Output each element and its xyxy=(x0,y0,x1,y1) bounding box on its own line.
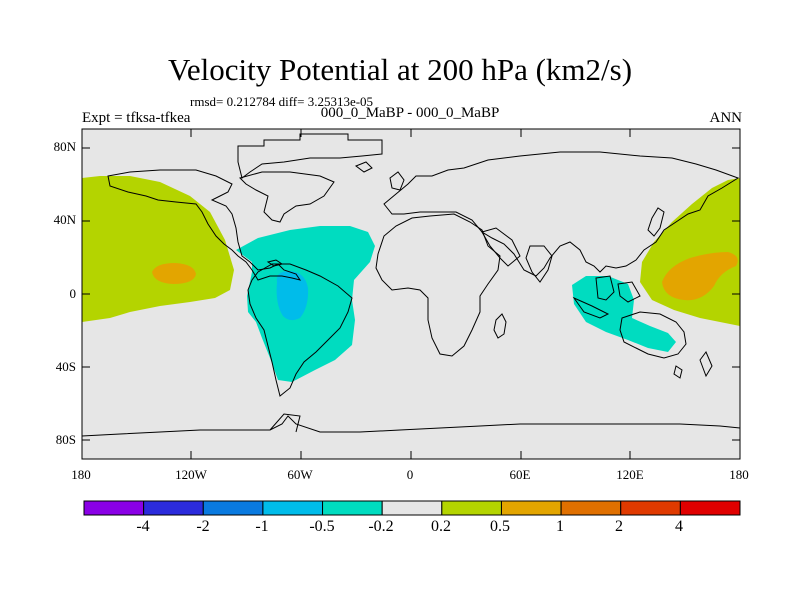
colorbar-box xyxy=(381,500,443,516)
colorbar-label: 1 xyxy=(556,518,564,535)
experiment-label: Expt = tfksa-tfkea xyxy=(82,110,191,126)
colorbar-label: 0.2 xyxy=(431,518,451,535)
difference-label: 000_0_MaBP - 000_0_MaBP xyxy=(320,105,500,121)
colorbar-box xyxy=(143,500,204,516)
x-tick-label-60w: 60W xyxy=(287,467,313,482)
x-tick-label-180w: 180 xyxy=(71,467,91,482)
colorbar-box xyxy=(500,500,562,516)
y-tick-label-40s: 40S xyxy=(55,359,76,374)
y-tick-label-eq: 0 xyxy=(69,286,77,301)
positive-anomaly-core-west-pacific xyxy=(662,252,738,301)
x-tick-label-60e: 60E xyxy=(509,467,531,482)
x-tick-label-0: 0 xyxy=(406,467,414,482)
x-tick-label-120w: 120W xyxy=(175,467,207,482)
rmsd-diff-stats: rmsd= 0.212784 diff= 3.25313e-05 xyxy=(190,94,374,109)
colorbar-box xyxy=(262,500,324,516)
colorbar-box xyxy=(83,500,145,516)
colorbar-label: -1 xyxy=(255,518,269,535)
colorbar-box xyxy=(202,500,264,516)
y-tick-label-80s: 80S xyxy=(55,432,76,447)
season-label: ANN xyxy=(709,110,743,126)
negative-anomaly-core-south-america xyxy=(276,271,309,321)
colorbar-label: -0.5 xyxy=(309,518,335,535)
x-tick-label-120e: 120E xyxy=(616,467,644,482)
positive-anomaly-core-east-pacific xyxy=(152,263,196,284)
page-title: Velocity Potential at 200 hPa (km2/s) xyxy=(167,52,633,87)
colorbar xyxy=(83,500,741,516)
x-tick-label-180e: 180 xyxy=(729,467,749,482)
colorbar-label: -4 xyxy=(136,518,150,535)
colorbar-label: 4 xyxy=(675,518,683,535)
y-tick-label-80n: 80N xyxy=(53,139,76,154)
colorbar-label: -2 xyxy=(196,518,210,535)
y-tick-label-40n: 40N xyxy=(53,212,76,227)
positive-anomaly-region-east-pacific xyxy=(82,176,234,322)
colorbar-box xyxy=(560,500,622,516)
coastlines xyxy=(81,133,741,437)
colorbar-box xyxy=(679,500,741,516)
y-axis-ticks xyxy=(82,147,740,441)
colorbar-label: -0.2 xyxy=(368,518,394,535)
colorbar-box xyxy=(620,500,681,516)
colorbar-label: 2 xyxy=(615,518,623,535)
colorbar-box xyxy=(441,500,502,516)
colorbar-box xyxy=(322,500,383,516)
colorbar-label: 0.5 xyxy=(490,518,510,535)
x-axis-ticks xyxy=(81,129,741,459)
